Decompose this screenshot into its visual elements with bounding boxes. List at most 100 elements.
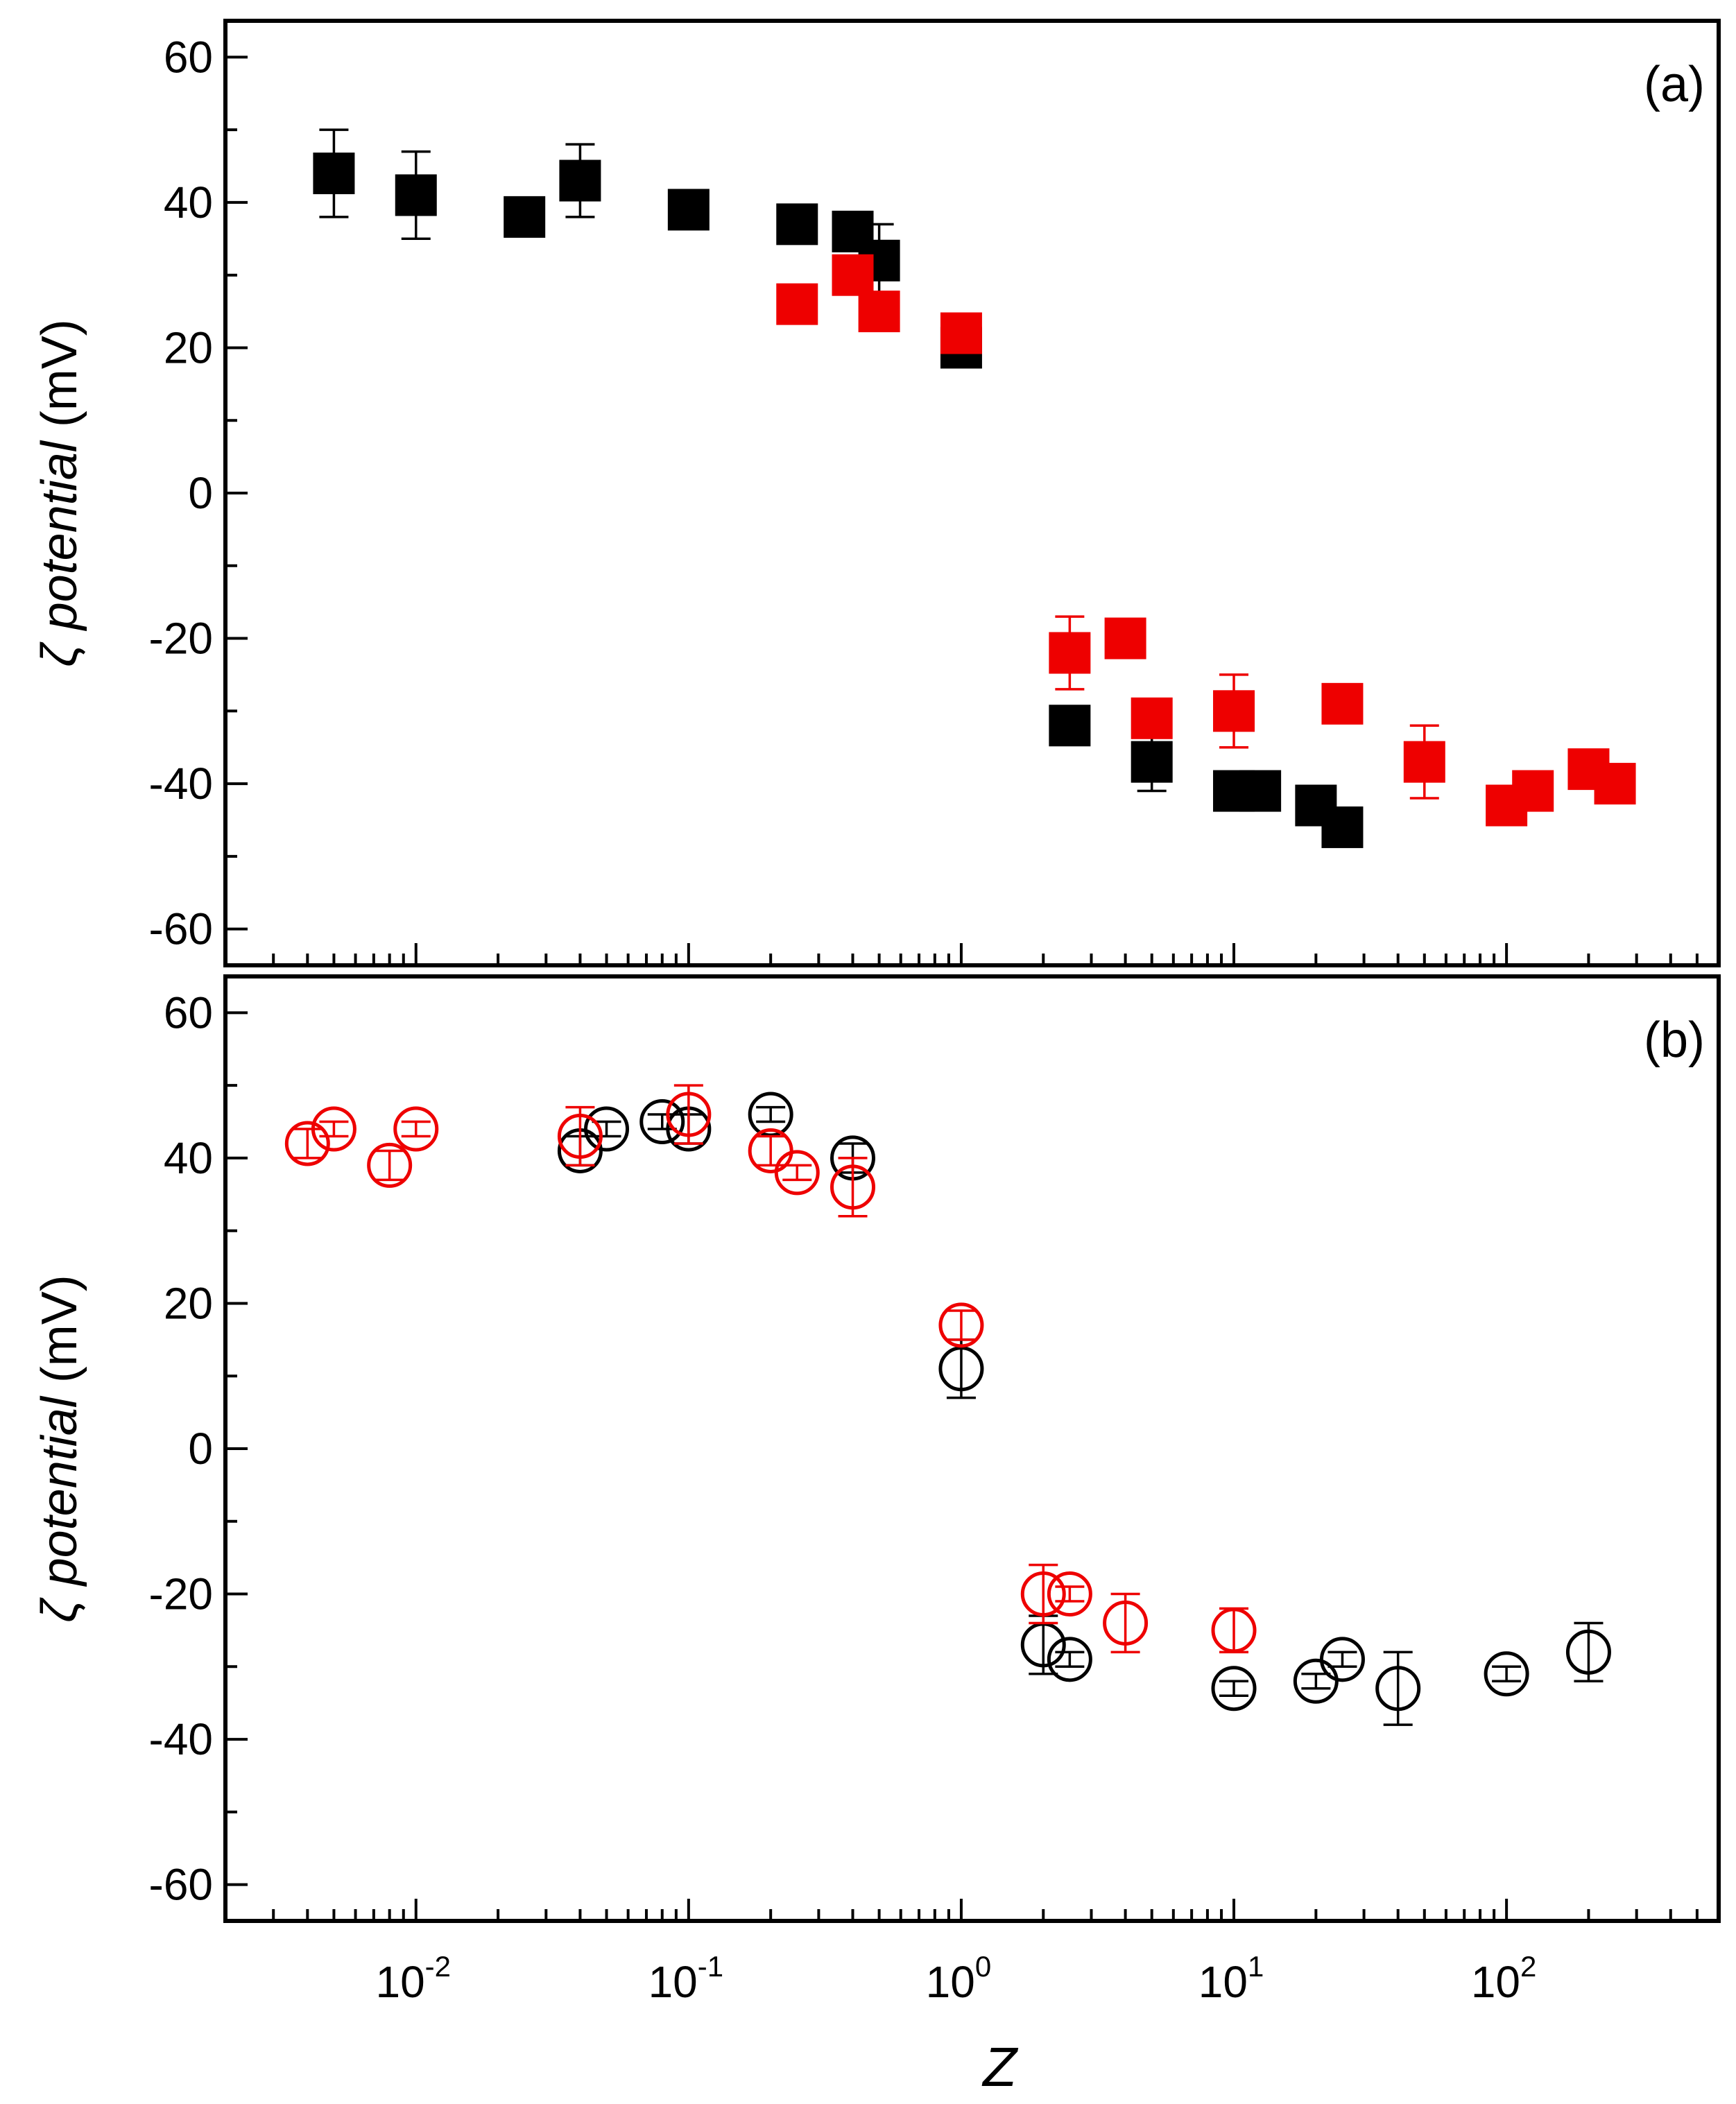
data-point <box>559 143 601 218</box>
circle-marker <box>1484 1651 1529 1697</box>
y-tick-label: -60 <box>149 904 214 954</box>
circle-marker <box>774 1150 820 1196</box>
circle-marker <box>1047 1637 1092 1682</box>
data-point <box>832 254 874 296</box>
data-point <box>667 189 710 231</box>
data-point <box>1512 770 1554 812</box>
square-marker <box>1512 770 1554 812</box>
square-marker <box>1594 763 1636 805</box>
square-marker <box>1239 770 1282 812</box>
circle-marker <box>1375 1666 1421 1711</box>
circle-marker <box>284 1121 330 1166</box>
circle-marker <box>1103 1600 1149 1646</box>
data-point <box>284 1121 330 1166</box>
series-1 <box>557 1092 1611 1726</box>
data-point <box>1321 806 1364 848</box>
circle-marker <box>639 1099 685 1145</box>
series-1 <box>313 128 1364 848</box>
panel-b: 60 40 20 0 -20 -40 -60 (b) ζ potential (mV) 10-2 1… <box>32 974 1721 2098</box>
square-marker <box>1131 741 1173 783</box>
circle-marker <box>1047 1571 1092 1617</box>
series-2 <box>284 1084 1257 1654</box>
data-point <box>1375 1650 1421 1726</box>
x-tick-label: 10-1 <box>648 1950 724 2007</box>
data-point <box>1047 1571 1092 1617</box>
y-tick-label: -20 <box>149 614 214 664</box>
circle-marker <box>584 1106 630 1152</box>
circle-marker <box>1565 1629 1611 1675</box>
data-point <box>1319 1637 1365 1682</box>
data-point <box>1211 1666 1257 1711</box>
data-point <box>776 203 818 245</box>
circle-marker <box>938 1302 984 1348</box>
data-point <box>1321 682 1364 725</box>
data-point <box>557 1105 603 1167</box>
square-marker <box>1049 705 1091 747</box>
data-point <box>311 1106 356 1152</box>
x-tick-label: 101 <box>1198 1950 1264 2007</box>
data-point <box>774 1150 820 1196</box>
data-point <box>1020 1563 1066 1625</box>
square-marker <box>776 203 818 245</box>
square-marker <box>776 283 818 325</box>
data-point <box>1403 724 1445 800</box>
data-point <box>938 1338 984 1399</box>
data-point <box>1484 1651 1529 1697</box>
panel-tag: (b) <box>1644 1012 1705 1068</box>
data-point <box>1047 1637 1092 1682</box>
square-marker <box>1403 741 1445 783</box>
data-point <box>830 1157 876 1218</box>
data-point <box>1594 763 1636 805</box>
x-tick-label: 100 <box>926 1950 992 2007</box>
data-point <box>1239 770 1282 812</box>
x-tick-label: 102 <box>1471 1950 1537 2007</box>
circle-marker <box>1020 1571 1066 1617</box>
circle-marker <box>938 1346 984 1392</box>
y-tick-label: 20 <box>164 322 213 372</box>
data-point <box>666 1084 712 1145</box>
data-point <box>776 283 818 325</box>
y-axis-label: ζ potential (mV) <box>32 1275 87 1623</box>
circle-marker <box>393 1106 439 1152</box>
data-point <box>938 1302 984 1348</box>
square-marker <box>1049 632 1091 674</box>
y-tick-label: 40 <box>164 178 213 227</box>
circle-marker <box>666 1092 712 1137</box>
data-point <box>1213 673 1255 749</box>
circle-marker <box>367 1142 413 1188</box>
y-tick-label: 40 <box>164 1133 213 1183</box>
data-point <box>584 1106 630 1152</box>
x-tick-label: 10-2 <box>375 1950 451 2007</box>
square-marker <box>559 159 601 202</box>
square-marker <box>1321 806 1364 848</box>
data-point <box>313 128 355 218</box>
square-marker <box>667 189 710 231</box>
data-point <box>395 150 437 241</box>
data-point <box>1020 1614 1066 1675</box>
square-marker <box>940 312 982 354</box>
data-point <box>639 1099 685 1145</box>
y-axis-label: ζ potential (mV) <box>32 319 87 667</box>
data-point <box>1293 1658 1339 1704</box>
y-tick-label: 20 <box>164 1278 213 1328</box>
panel-tag: (a) <box>1644 57 1705 112</box>
square-marker <box>313 153 355 195</box>
circle-marker <box>311 1106 356 1152</box>
square-marker <box>395 174 437 216</box>
circle-marker <box>1319 1637 1365 1682</box>
square-marker <box>1213 690 1255 732</box>
y-tick-label: 60 <box>164 988 213 1037</box>
x-axis-label: Z <box>981 2036 1019 2098</box>
data-point <box>393 1106 439 1152</box>
circle-marker <box>1211 1607 1257 1653</box>
y-tick-label: 0 <box>188 468 213 518</box>
data-point <box>1131 731 1173 793</box>
square-marker <box>858 291 900 333</box>
y-tick-label: -40 <box>149 759 214 809</box>
series-2 <box>776 254 1636 827</box>
square-marker <box>832 254 874 296</box>
data-point <box>858 291 900 333</box>
y-tick-label: -40 <box>149 1714 214 1764</box>
circle-marker <box>830 1164 876 1210</box>
